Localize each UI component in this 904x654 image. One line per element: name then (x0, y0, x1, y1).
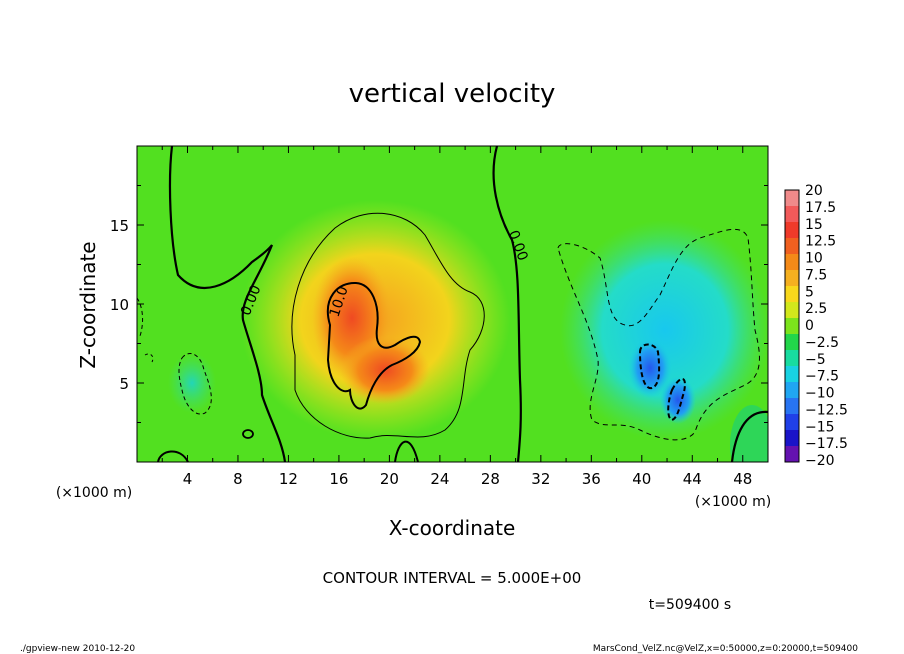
y-tick-label: 10 (110, 296, 129, 314)
colorbar-label: −2.5 (805, 335, 839, 351)
zero-contour-bottom-left (157, 450, 189, 462)
colorbar-label: −17.5 (805, 436, 848, 452)
colorbar-swatch (785, 222, 799, 239)
y-tick-label: 15 (110, 217, 129, 235)
downdraft-right-edge-fill (730, 405, 768, 462)
contour-neg10-core (638, 343, 661, 390)
colorbar-swatch (785, 286, 799, 303)
x-tick-label: 20 (380, 470, 399, 488)
colorbar-label: 15 (805, 217, 823, 233)
x-tick-label: 8 (233, 470, 243, 488)
colorbar-label: −15 (805, 419, 835, 435)
colorbar-label: −10 (805, 386, 835, 402)
colorbar-label: −7.5 (805, 369, 839, 385)
x-tick-label: 48 (733, 470, 752, 488)
colorbar-label: 2.5 (805, 301, 827, 317)
y-axis-unit: (×1000 m) (56, 485, 132, 501)
zero-contour-middle (492, 146, 522, 462)
colorbar-frame (784, 189, 800, 463)
y-tick-label: 5 (119, 375, 129, 393)
downdraft-core-fill (628, 338, 672, 398)
zero-contour-right-bottom (730, 410, 768, 462)
x-tick-label: 36 (582, 470, 601, 488)
colorbar-label: 7.5 (805, 267, 827, 283)
time-label: t=509400 s (649, 597, 731, 613)
colorbar-swatch (785, 366, 799, 383)
plot-area (137, 146, 768, 462)
downdraft-secondary-fill (660, 376, 696, 424)
colorbar-label: −12.5 (805, 402, 848, 418)
colorbar: 2017.51512.5107.552.50−2.5−5−7.5−10−12.5… (784, 183, 848, 469)
contour-neg5-left-edge (137, 297, 144, 337)
downdraft-region (560, 220, 768, 440)
colorbar-swatch (785, 446, 799, 463)
x-tick-label: 12 (279, 470, 298, 488)
colorbar-swatch (785, 382, 799, 399)
y-axis-label: Z-coordinate (76, 241, 100, 368)
zero-contour-bottom-mid (394, 440, 419, 462)
colorbar-label: 17.5 (805, 200, 836, 216)
colorbar-swatch (785, 318, 799, 335)
contour-neg5-left-small (144, 353, 154, 363)
zero-contour-island (242, 429, 254, 439)
x-tick-label: 32 (531, 470, 550, 488)
colorbar-swatch (785, 238, 799, 255)
contour-neg10-secondary (667, 378, 686, 422)
x-tick-label: 4 (183, 470, 193, 488)
contour-interval: CONTOUR INTERVAL = 5.000E+00 (323, 569, 582, 587)
y-axis-ticks: 5 10 15 (110, 185, 768, 423)
x-axis-ticks: 4 8 12 16 20 24 28 32 36 40 44 48 (161, 146, 752, 488)
colorbar-label: 5 (805, 284, 814, 300)
colorbar-swatch (785, 190, 799, 207)
colorbar-swatch (785, 430, 799, 447)
colorbar-label: −20 (805, 453, 835, 469)
colorbar-swatch (785, 206, 799, 223)
colorbar-swatch (785, 254, 799, 271)
x-tick-label: 16 (329, 470, 348, 488)
x-axis-unit: (×1000 m) (695, 494, 771, 510)
colorbar-swatch (785, 334, 799, 351)
chart-title: vertical velocity (349, 79, 556, 109)
colorbar-swatch (785, 398, 799, 415)
colorbar-label: 20 (805, 183, 823, 199)
x-tick-label: 24 (430, 470, 449, 488)
contour-neg5-right (557, 228, 760, 441)
colorbar-label: −5 (805, 352, 826, 368)
zero-contour-left (168, 146, 287, 462)
contour-10 (326, 281, 422, 410)
x-tick-label: 44 (683, 470, 702, 488)
contour-5 (291, 212, 485, 439)
x-tick-label: 28 (481, 470, 500, 488)
colorbar-swatch (785, 350, 799, 367)
colorbar-label: 10 (805, 251, 823, 267)
colorbar-swatch (785, 270, 799, 287)
footer-left: ./gpview-new 2010-12-20 (20, 644, 135, 654)
colorbar-label: 0 (805, 318, 814, 334)
x-axis-label: X-coordinate (389, 516, 516, 540)
downdraft-left-fill (168, 353, 216, 413)
colorbar-label: 12.5 (805, 234, 836, 250)
colorbar-swatch (785, 302, 799, 319)
colorbar-swatch (785, 414, 799, 431)
contour-neg5-left (178, 353, 212, 415)
x-tick-label: 40 (632, 470, 651, 488)
footer-right: MarsCond_VelZ.nc@VelZ,x=0:50000,z=0:2000… (593, 644, 858, 654)
